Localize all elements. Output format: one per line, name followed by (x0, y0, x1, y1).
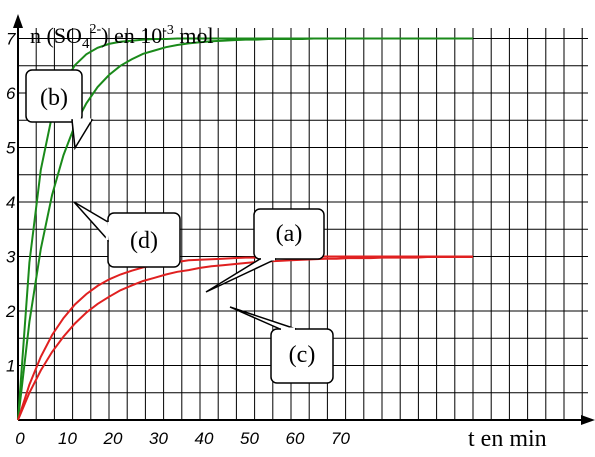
series-line-c (17, 256, 473, 421)
callout-d: (d) (73, 201, 181, 268)
callout-box (253, 208, 325, 260)
callout-a: (a) (205, 208, 325, 293)
x-axis-arrow (581, 415, 595, 425)
x-tick-label: 40 (195, 429, 214, 448)
y-tick-label: 4 (6, 193, 15, 212)
callout-box (25, 69, 83, 123)
x-tick-label: 70 (331, 429, 350, 448)
curves (17, 37, 473, 421)
callout-label: (b) (40, 85, 68, 111)
tick-labels: 0 10 20 30 40 50 60 70 1 2 3 4 5 6 7 (5, 30, 350, 449)
callout-pointer (229, 306, 297, 330)
callout-label: (a) (276, 221, 303, 247)
callout-pointer-mask (105, 221, 111, 241)
x-tick-label: 0 (15, 429, 25, 448)
callout-label: (d) (130, 228, 158, 254)
callout-b: (b) (25, 69, 94, 151)
y-tick-label: 7 (6, 30, 16, 49)
series-line-d (17, 37, 473, 421)
x-axis-label: t en min (468, 426, 547, 452)
callout-pointer (71, 119, 94, 151)
y-tick-label: 3 (6, 248, 16, 267)
y-tick-label: 2 (5, 302, 16, 321)
callouts: (b) (d) (a) (c) (25, 69, 334, 384)
x-tick-label: 60 (286, 429, 305, 448)
x-tick-label: 50 (240, 429, 259, 448)
y-tick-label: 1 (6, 357, 15, 376)
callout-label: (c) (289, 342, 316, 368)
y-tick-label: 6 (6, 84, 16, 103)
callout-c: (c) (229, 306, 334, 384)
y-axis-label: n (SO42-) en 10-3 mol (30, 22, 214, 52)
callout-box (270, 328, 334, 384)
series-line-a (17, 255, 473, 421)
x-tick-label: 10 (58, 429, 77, 448)
x-tick-label: 30 (149, 429, 168, 448)
y-axis-arrow (13, 14, 23, 28)
axes (13, 14, 595, 425)
x-tick-label: 20 (103, 429, 123, 448)
y-tick-label: 5 (6, 139, 16, 158)
